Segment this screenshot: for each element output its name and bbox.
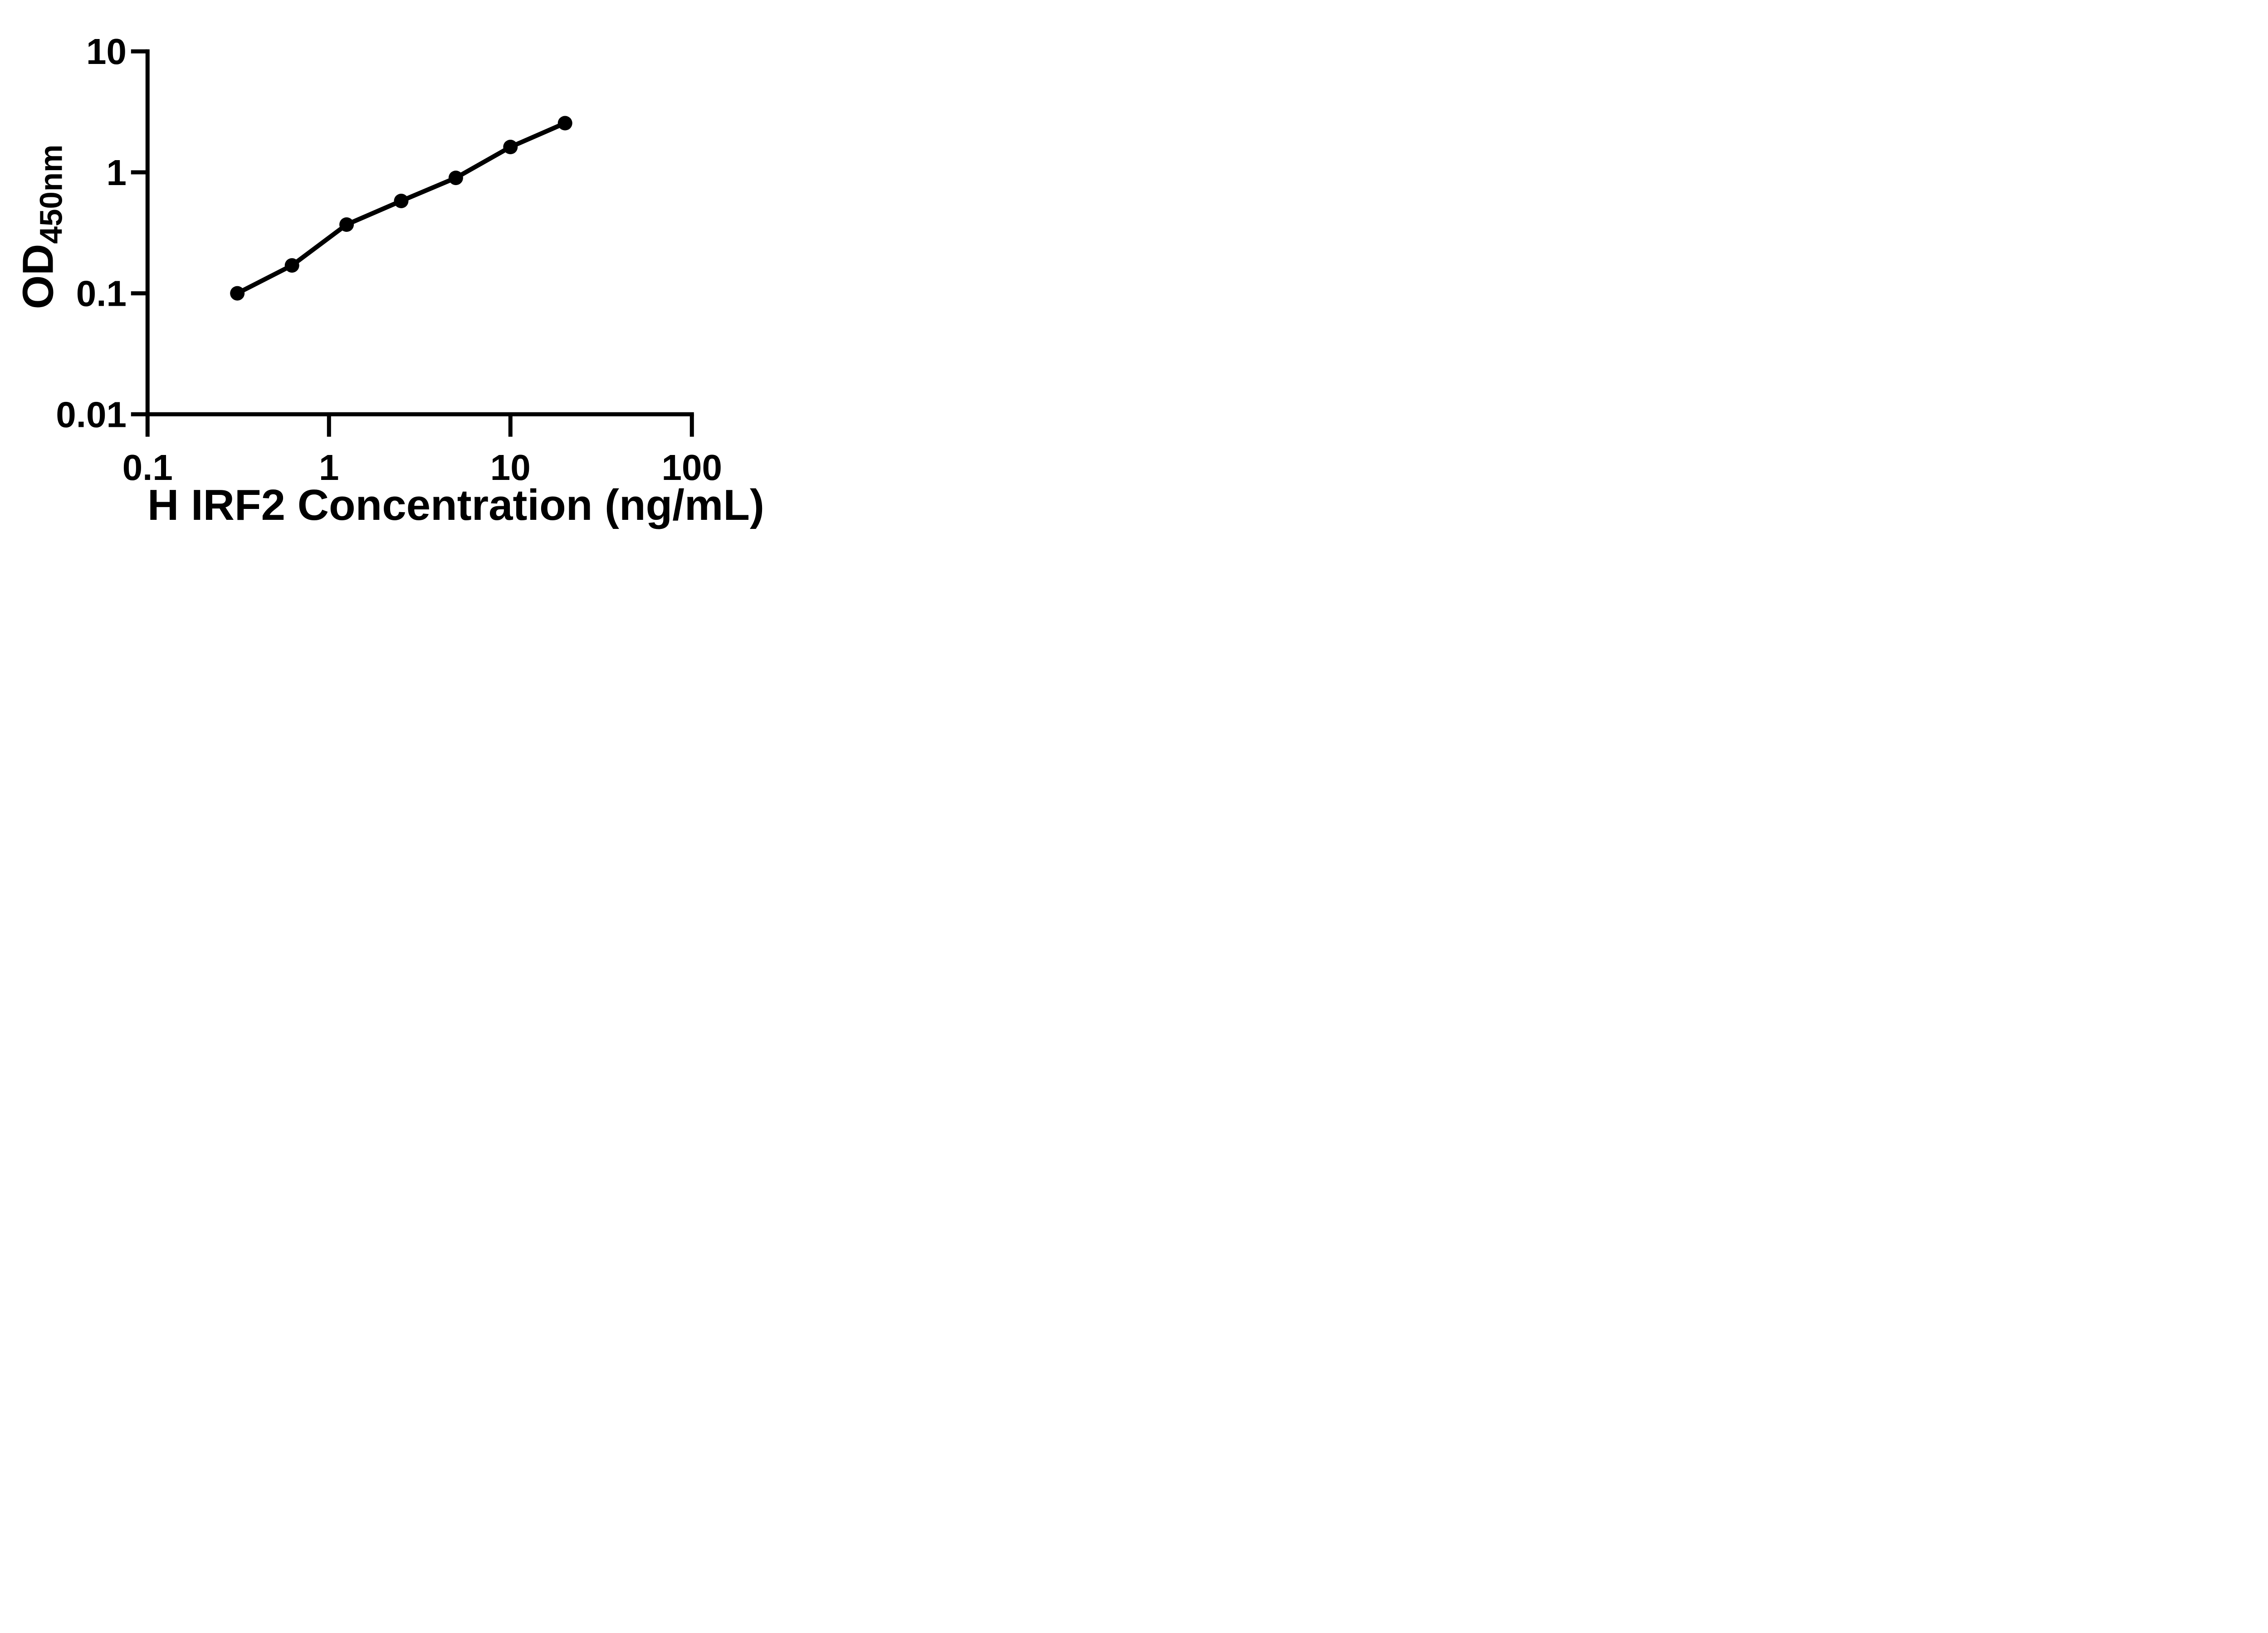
y-tick-label-0.01: 0.01: [56, 394, 127, 435]
data-point-20: [557, 116, 572, 131]
elisa-standard-curve-figure: 0.01 0.1 1 10 0.1 1 10 100 OD450nm H IRF2 Conce…: [0, 0, 776, 544]
x-tick-label-100: 100: [662, 447, 722, 488]
x-tick-label-0.1: 0.1: [122, 447, 173, 488]
y-tick-label-10: 10: [86, 31, 127, 72]
data-point-10: [503, 140, 518, 154]
data-point-2.5: [394, 194, 409, 208]
y-tick-label-0.1: 0.1: [76, 274, 127, 314]
y-axis-title-main: OD: [14, 244, 63, 309]
x-tick-label-1: 1: [319, 447, 339, 488]
y-axis-title-subscript: 450nm: [33, 144, 69, 244]
data-point-1.25: [339, 217, 354, 232]
data-point-0.625: [284, 258, 299, 273]
x-axis-title: H IRF2 Concentration (ng/mL): [147, 481, 764, 529]
y-tick-label-1: 1: [107, 152, 127, 193]
x-tick-label-10: 10: [490, 447, 531, 488]
data-point-0.3125: [230, 286, 245, 301]
chart-plot-area: 0.01 0.1 1 10 0.1 1 10 100: [56, 31, 722, 488]
data-point-5: [448, 171, 463, 186]
y-axis-title: OD450nm: [14, 144, 69, 309]
